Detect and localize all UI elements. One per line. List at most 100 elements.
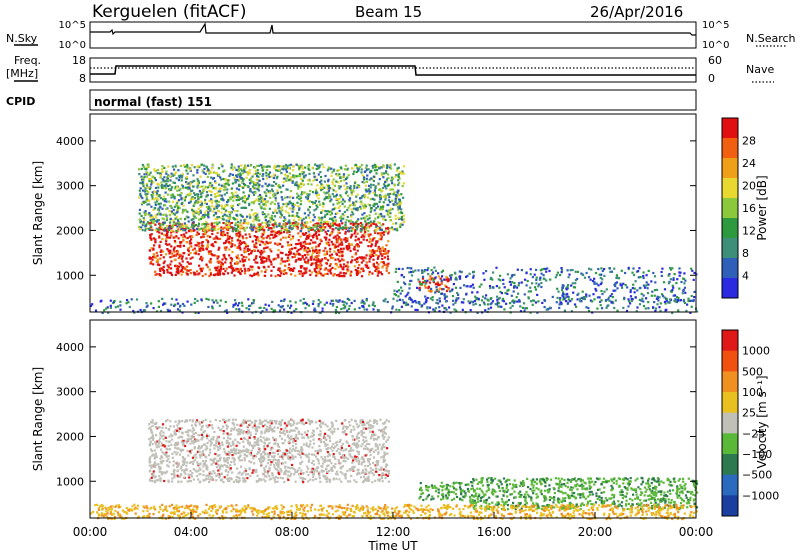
heatmap-cell [258,198,261,201]
heatmap-cell [363,216,366,219]
heatmap-cell [271,230,274,233]
heatmap-cell [333,195,336,198]
heatmap-cell [603,268,606,271]
heatmap-cell [373,251,376,254]
heatmap-cell [356,207,359,210]
heatmap-cell [654,281,657,284]
heatmap-cell [313,258,316,261]
heatmap-cell [454,286,458,289]
heatmap-cell [216,273,220,276]
heatmap-cell [434,307,437,310]
heatmap-cell [240,164,243,167]
heatmap-cell [583,276,587,279]
heatmap-cell [145,227,148,230]
heatmap-cell [324,230,327,233]
heatmap-cell [367,233,370,236]
heatmap-cell [643,286,647,289]
heatmap-cell [477,297,480,300]
heatmap-cell [302,244,305,248]
heatmap-cell [557,290,560,293]
heatmap-cell [647,301,650,304]
heatmap-cell [344,475,347,478]
heatmap-cell [160,226,163,229]
heatmap-cell [333,273,336,276]
heatmap-cell [301,172,304,176]
nsearch-tick-bottom: 10^0 [702,40,729,51]
heatmap-cell [214,211,217,214]
heatmap-cell [296,196,299,199]
heatmap-cell [595,282,598,285]
heatmap-cell [449,274,452,277]
heatmap-cell [351,255,354,258]
heatmap-cell [280,232,283,235]
heatmap-cell [354,239,357,242]
heatmap-cell [389,207,392,210]
heatmap-cell [184,208,187,211]
heatmap-cell [348,247,351,250]
heatmap-cell [397,203,400,206]
heatmap-cell [236,441,239,444]
heatmap-cell [177,265,181,268]
heatmap-cell [160,183,163,187]
heatmap-cell [536,293,539,296]
heatmap-cell [305,421,308,424]
heatmap-cell [157,305,160,308]
heatmap-cell [268,227,271,230]
heatmap-cell [496,298,499,301]
heatmap-cell [350,234,353,237]
heatmap-cell [353,479,356,482]
heatmap-cell [355,228,359,231]
heatmap-cell [138,189,141,192]
heatmap-cell [380,261,383,264]
heatmap-cell [269,237,272,240]
heatmap-cell [285,272,288,275]
heatmap-cell [204,448,207,451]
heatmap-cell [313,209,316,212]
heatmap-cell [314,163,317,166]
heatmap-cell [272,195,275,198]
heatmap-cell [194,193,197,197]
heatmap-cell [347,194,350,197]
heatmap-cell [404,295,407,298]
heatmap-cell [210,243,213,247]
heatmap-cell [241,180,244,183]
heatmap-cell [254,169,257,172]
heatmap-cell [693,271,696,275]
heatmap-cell [334,195,337,198]
heatmap-cell [374,449,377,452]
heatmap-cell [438,306,441,309]
heatmap-cell [272,226,275,229]
heatmap-cell [320,223,323,226]
heatmap-cell [311,191,315,194]
heatmap-cell [180,441,183,444]
heatmap-cell [201,235,204,238]
heatmap-cell [164,242,168,245]
heatmap-cell [349,187,352,190]
heatmap-cell [396,229,399,232]
heatmap-cell [148,177,151,181]
heatmap-cell [382,233,385,236]
heatmap-cell [272,193,275,196]
heatmap-cell [205,424,208,427]
heatmap-cell [248,171,251,175]
heatmap-cell [154,426,157,429]
heatmap-cell [671,267,674,270]
heatmap-cell [211,167,214,170]
heatmap-cell [248,248,251,251]
heatmap-cell [207,223,210,226]
heatmap-cell [325,252,329,255]
heatmap-cell [150,238,153,241]
heatmap-cell [172,220,175,223]
heatmap-cell [301,191,304,194]
heatmap-cell [218,187,221,190]
heatmap-cell [264,246,267,249]
heatmap-cell [238,196,241,199]
heatmap-cell [326,443,329,446]
heatmap-cell [386,255,389,258]
heatmap-cell [288,248,291,251]
heatmap-cell [349,219,352,222]
heatmap-cell [221,207,224,210]
heatmap-cell [446,288,450,291]
heatmap-cell [195,470,198,473]
heatmap-cell [158,264,161,267]
